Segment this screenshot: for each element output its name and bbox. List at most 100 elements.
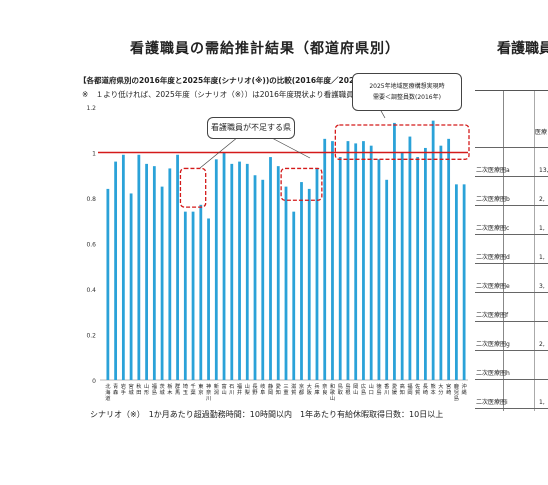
x-tick-label: 山口 — [369, 382, 374, 396]
bar-滋賀 — [292, 211, 296, 380]
x-tick-label: 岩手 — [121, 382, 126, 396]
table-row-value: 2, — [539, 196, 545, 203]
table-row-label: 二次医療圏g — [476, 341, 510, 348]
table-header-row — [475, 91, 548, 148]
chart-note: ※ １より低ければ、2025年度（シナリオ（※））は2016年度現状より看護職員… — [82, 90, 377, 99]
bar-福岡 — [408, 136, 412, 380]
bar-福井 — [238, 161, 241, 380]
bar-三重 — [284, 186, 288, 380]
x-tick-label: 宮城 — [129, 382, 135, 396]
bar-熊本 — [431, 120, 435, 381]
table-row-value: 1, — [539, 399, 545, 406]
bar-山口 — [369, 145, 373, 380]
x-tick-label: 栃木 — [167, 382, 173, 396]
bar-茨城 — [160, 186, 164, 380]
y-tick-label: 0.6 — [86, 242, 96, 249]
x-tick-label: 奈良 — [322, 382, 328, 396]
x-tick-label: 三重 — [283, 383, 288, 396]
table-row-label: 二次医療圏e — [476, 283, 510, 290]
x-tick-label: 群馬 — [175, 382, 180, 396]
bar-富山 — [222, 152, 226, 380]
table-divider — [534, 91, 535, 411]
x-tick-label: 広島 — [361, 382, 366, 396]
bar-岡山 — [354, 143, 358, 380]
table-row: 二次医療圏b 2, — [475, 176, 548, 206]
x-tick-label: 和歌山 — [330, 382, 336, 402]
x-tick-label: 岡山 — [353, 383, 358, 396]
y-tick-label: 0 — [92, 378, 96, 385]
x-tick-label: 長崎 — [423, 383, 429, 396]
x-tick-label: 埼玉 — [183, 382, 188, 396]
table-row: 二次医療圏h — [475, 350, 548, 380]
x-tick-label: 徳島 — [376, 382, 382, 396]
y-tick-label: 1 — [92, 151, 96, 158]
table-row: 二次医療圏a 13, — [475, 147, 548, 177]
bar-千葉 — [191, 211, 195, 380]
x-tick-label: 富山 — [221, 382, 226, 396]
chart-heading: 【各都道府県別の2016年度と2025年度(シナリオ(※))の比較(2016年度… — [79, 76, 433, 85]
x-tick-label: 新潟 — [214, 382, 219, 396]
bar-鹿児島 — [454, 184, 458, 380]
table-row-label: 二次医療圏b — [476, 196, 510, 203]
bar-岐阜 — [261, 179, 265, 380]
bar-福島 — [152, 166, 156, 380]
x-tick-label: 香川 — [384, 382, 389, 396]
bar-埼玉 — [183, 211, 187, 380]
y-tick-label: 0.4 — [86, 287, 96, 294]
page-title-right: 看護職員 — [497, 41, 548, 57]
region-table: 医療 二次医療圏a 13, 二次医療圏b 2, 二次医療圏c 1, 二次医療圏d 1, 二次医療… — [475, 90, 548, 411]
demand-callout: 2025年地域医療構想実現時 需要＜調整員数(2016年) — [352, 73, 462, 111]
bar-広島 — [362, 141, 365, 380]
x-tick-label: 鹿児島 — [454, 382, 459, 402]
table-row: 二次医療圏f — [475, 292, 548, 322]
x-tick-label: 島根 — [345, 382, 350, 396]
table-row-label: 二次医療圏c — [476, 225, 510, 232]
x-tick-label: 岐阜 — [260, 382, 265, 396]
x-tick-label: 秋田 — [136, 382, 142, 396]
table-row: 二次医療圏g 2, — [475, 321, 548, 351]
bar-高知 — [400, 152, 404, 380]
x-tick-label: 滋賀 — [291, 382, 296, 396]
callout-leader — [269, 136, 311, 159]
table-row-label: 二次医療圏a — [476, 167, 510, 174]
bar-山梨 — [245, 163, 249, 380]
x-tick-label: 福島 — [152, 382, 157, 396]
x-tick-label: 兵庫 — [314, 382, 319, 396]
bar-東京 — [199, 204, 203, 380]
x-tick-label: 鳥取 — [338, 382, 344, 396]
bar-宮崎 — [447, 138, 451, 380]
bar-奈良 — [323, 138, 327, 380]
bar-宮城 — [129, 193, 133, 380]
x-tick-label: 沖縄 — [462, 382, 468, 396]
y-tick-label: 1.2 — [86, 105, 96, 112]
table-divider — [503, 91, 504, 411]
table-header-col: 医療 — [535, 129, 548, 136]
shortage-callout: 看護職員が不足する県 — [207, 117, 295, 139]
bar-島根 — [346, 141, 350, 380]
x-tick-label: 山梨 — [245, 382, 250, 396]
bar-和歌山 — [331, 141, 334, 380]
page-title: 看護職員の需給推計結果（都道府県別） — [130, 41, 400, 57]
x-tick-label: 高知 — [400, 382, 405, 396]
x-tick-label: 神奈川 — [206, 382, 212, 402]
bar-徳島 — [377, 159, 381, 380]
bar-長崎 — [424, 147, 427, 380]
x-tick-label: 京都 — [299, 382, 304, 396]
table-row: 二次医療圏c 1, — [475, 205, 548, 235]
bar-愛知 — [276, 166, 280, 380]
table-row-label: 二次医療圏h — [476, 370, 510, 377]
y-tick-label: 0.2 — [86, 333, 96, 340]
table-row: 二次医療圏e 3, — [475, 263, 548, 293]
bar-岩手 — [121, 154, 125, 380]
x-tick-label: 佐賀 — [415, 382, 420, 396]
x-tick-label: 大阪 — [307, 382, 312, 396]
table-row: 二次医療圏d 1, — [475, 234, 548, 264]
x-tick-label: 愛知 — [276, 382, 281, 396]
x-tick-label: 長野 — [252, 383, 258, 396]
bar-佐賀 — [416, 157, 420, 380]
x-tick-label: 宮崎 — [446, 382, 451, 396]
x-tick-label: 山形 — [144, 382, 150, 396]
highlight-box — [334, 124, 470, 160]
table-row-value: 2, — [539, 341, 545, 348]
